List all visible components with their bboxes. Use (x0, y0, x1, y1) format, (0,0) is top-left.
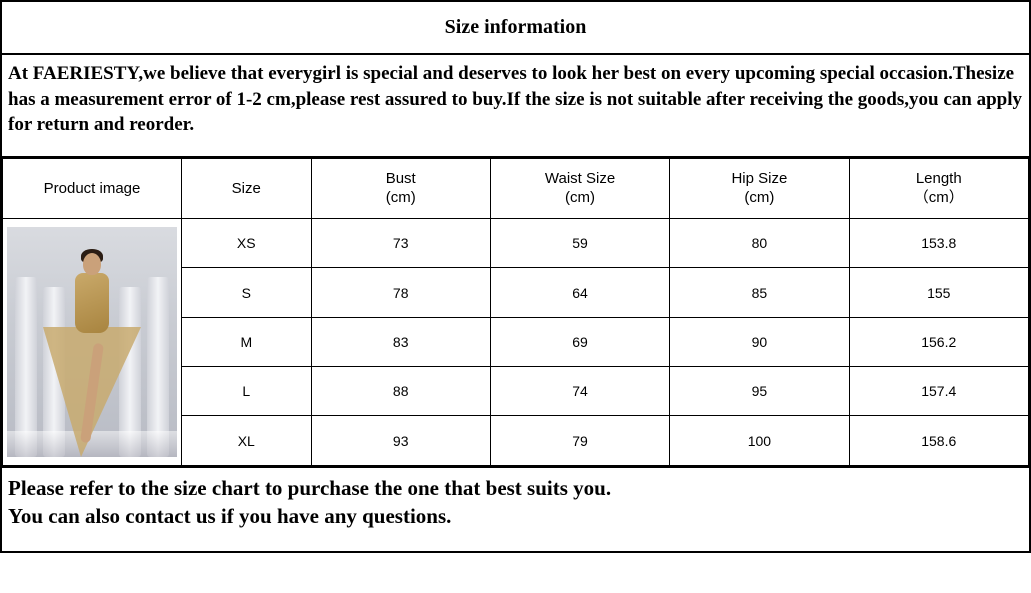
col-header-label: Length (916, 170, 962, 187)
col-header-unit: (cm) (386, 189, 416, 206)
description-text: At FAERIESTY,we believe that everygirl i… (2, 55, 1029, 158)
col-header-label: Bust (386, 170, 416, 187)
cell-hip: 95 (670, 367, 849, 416)
size-info-card: Size information At FAERIESTY,we believe… (0, 0, 1031, 553)
cell-bust: 93 (311, 416, 490, 465)
cell-hip: 80 (670, 218, 849, 267)
footer-line-2: You can also contact us if you have any … (8, 504, 451, 528)
cell-size: XL (182, 416, 312, 465)
cell-waist: 74 (490, 367, 669, 416)
cell-waist: 69 (490, 317, 669, 366)
col-header-label: Product image (44, 180, 141, 197)
cell-size: M (182, 317, 312, 366)
cell-bust: 73 (311, 218, 490, 267)
col-header-unit: (cm) (565, 189, 595, 206)
card-title: Size information (2, 2, 1029, 55)
backdrop-column (15, 277, 37, 457)
cell-hip: 100 (670, 416, 849, 465)
col-header-hip: Hip Size (cm) (670, 158, 849, 218)
cell-hip: 85 (670, 268, 849, 317)
cell-length: 157.4 (849, 367, 1028, 416)
cell-hip: 90 (670, 317, 849, 366)
cell-waist: 64 (490, 268, 669, 317)
cell-bust: 83 (311, 317, 490, 366)
col-header-size: Size (182, 158, 312, 218)
cell-length: 155 (849, 268, 1028, 317)
col-header-label: Waist Size (545, 170, 615, 187)
col-header-label: Size (232, 180, 261, 197)
col-header-label: Hip Size (731, 170, 787, 187)
backdrop-column (147, 277, 169, 457)
table-header-row: Product image Size Bust (cm) Waist Size … (3, 158, 1029, 218)
footer-note: Please refer to the size chart to purcha… (2, 466, 1029, 551)
cell-bust: 78 (311, 268, 490, 317)
size-table: Product image Size Bust (cm) Waist Size … (2, 158, 1029, 466)
product-image-cell (3, 218, 182, 465)
col-header-bust: Bust (cm) (311, 158, 490, 218)
footer-line-1: Please refer to the size chart to purcha… (8, 476, 611, 500)
model-figure (47, 247, 137, 457)
dress-bodice (75, 273, 109, 333)
cell-length: 158.6 (849, 416, 1028, 465)
cell-waist: 59 (490, 218, 669, 267)
cell-length: 156.2 (849, 317, 1028, 366)
col-header-image: Product image (3, 158, 182, 218)
col-header-unit: （cm） (914, 189, 964, 206)
cell-bust: 88 (311, 367, 490, 416)
product-image (7, 227, 177, 457)
col-header-length: Length （cm） (849, 158, 1028, 218)
cell-waist: 79 (490, 416, 669, 465)
cell-size: L (182, 367, 312, 416)
col-header-unit: (cm) (744, 189, 774, 206)
cell-size: S (182, 268, 312, 317)
cell-size: XS (182, 218, 312, 267)
cell-length: 153.8 (849, 218, 1028, 267)
col-header-waist: Waist Size (cm) (490, 158, 669, 218)
model-head (83, 253, 101, 275)
table-row: XS 73 59 80 153.8 (3, 218, 1029, 267)
